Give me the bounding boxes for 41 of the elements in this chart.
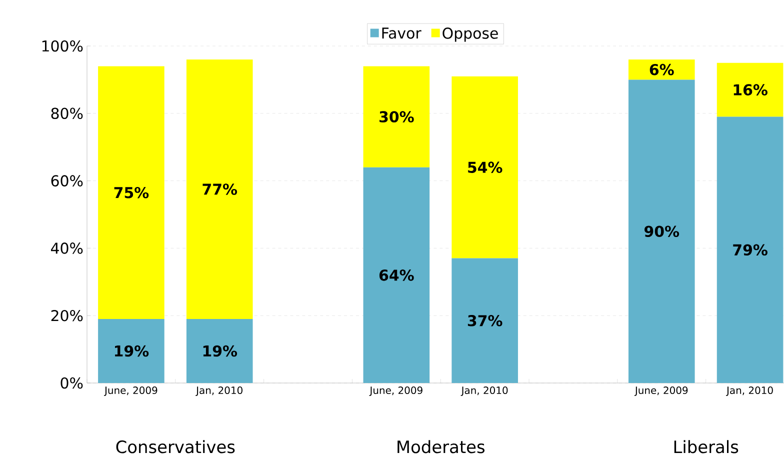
text: Conservatives [116,440,235,454]
y-tick-label: 80% [51,108,83,120]
data-label: 77% [202,184,238,195]
data-label: 75% [114,186,149,198]
data-label: 90% [644,226,680,238]
data-label: 37% [468,315,502,326]
bar [716,116,784,383]
data-label: 6% [650,64,674,76]
text: Moderates [398,440,484,454]
bar [98,66,164,319]
data-label: 64% [379,270,414,281]
y-tick-label: 20% [51,310,83,322]
data-label: 19% [115,345,149,357]
bar [628,59,695,80]
x-tick-label: Jan, 2010 [726,386,773,396]
y-tick-label: 40% [51,242,83,254]
legend-label: Oppose [442,28,498,42]
text: Liberals [674,440,738,454]
bar [452,258,518,383]
bar [186,59,253,319]
data-label: 16% [734,84,768,96]
y-tick-label: 60% [51,175,83,186]
data-label: 30% [380,111,414,122]
x-tick-label: June, 2009 [369,386,422,396]
y-tick-label: 100% [42,40,83,52]
x-tick-label: June, 2009 [104,386,158,396]
bar [452,76,518,258]
x-tick-label: June, 2009 [634,386,688,396]
bar [186,318,253,383]
x-tick-label: Jan, 2010 [460,386,508,396]
bar [628,80,695,383]
bar [363,167,430,383]
x-tick-label: Jan, 2010 [196,386,242,396]
data-label: 19% [203,345,238,357]
bar [716,62,784,117]
y-tick-label: 0% [60,377,83,389]
data-label: 54% [468,162,502,173]
bar [98,318,164,383]
bar [363,66,430,168]
data-label: 79% [733,244,768,256]
legend-label: Favor [382,28,422,39]
